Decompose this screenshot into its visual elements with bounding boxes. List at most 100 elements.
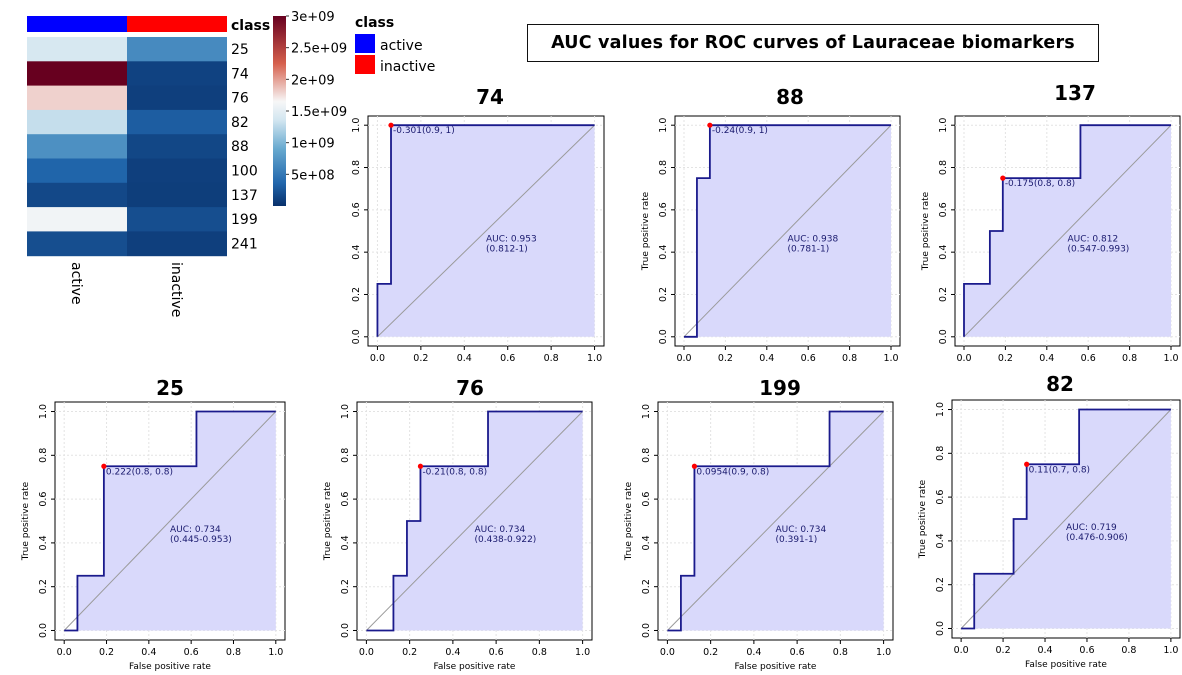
y-tick-label: 1.0 [935, 402, 946, 417]
panel-title: 82 [1046, 372, 1074, 396]
x-tick-label: 0.0 [370, 353, 385, 364]
x-tick-label: 1.0 [268, 647, 283, 658]
heatmap-row-label: 199 [231, 212, 258, 228]
colorbar-tick-label: 2.5e+09 [291, 42, 347, 57]
x-tick-label: 0.4 [1039, 353, 1054, 364]
diagonal-reference [377, 124, 595, 338]
auc-label: AUC: 0.938 [788, 235, 839, 245]
colorbar-tick-label: 1e+09 [291, 137, 335, 152]
roc-panel-137: -0.175(0.8, 0.8) AUC: 0.812(0.547-0.993) 0… [921, 81, 1181, 364]
heatmap-row-label: 137 [231, 188, 258, 204]
heatmap-row-label: 100 [231, 164, 258, 180]
x-tick-label: 0.6 [1079, 645, 1094, 656]
threshold-label: 0.11(0.7, 0.8) [1029, 465, 1090, 475]
heatmap-column-label: active [68, 262, 84, 305]
auc-label: AUC: 0.734 [170, 525, 221, 535]
y-tick-label: 0.8 [641, 448, 652, 463]
x-tick-label: 0.4 [1037, 645, 1052, 656]
y-tick-label: 0.4 [641, 535, 652, 550]
legend-label-inactive: inactive [380, 59, 435, 75]
x-tick-label: 0.6 [790, 647, 805, 658]
auc-ci-label: (0.812-1) [486, 245, 528, 255]
y-tick-label: 0.2 [938, 287, 949, 302]
x-tick-label: 0.4 [445, 647, 460, 658]
optimal-point [1024, 461, 1030, 467]
heatmap-cell [27, 37, 127, 62]
heatmap-row-label: 88 [231, 139, 249, 155]
x-tick-label: 0.2 [718, 353, 733, 364]
roc-curve [376, 124, 595, 337]
y-tick-label: 0.8 [351, 160, 362, 175]
heatmap-cell [27, 231, 127, 257]
panel-title: 88 [776, 85, 804, 109]
diagonal-reference [63, 411, 277, 631]
x-tick-label: 0.0 [57, 647, 72, 658]
x-tick-label: 0.8 [532, 647, 547, 658]
heatmap-column-label: inactive [168, 262, 184, 317]
auc-label: AUC: 0.734 [776, 525, 827, 535]
x-tick-label: 0.0 [956, 353, 971, 364]
y-tick-label: 0.6 [340, 492, 351, 507]
y-tick-label: 0.4 [658, 245, 669, 260]
threshold-label: 0.222(0.8, 0.8) [106, 467, 173, 477]
panel-title: 199 [759, 376, 801, 400]
y-tick-label: 0.0 [935, 621, 946, 636]
y-tick-label: 0.4 [935, 533, 946, 548]
auc-ci-label: (0.438-0.922) [475, 535, 537, 545]
x-tick-label: 0.0 [359, 647, 374, 658]
x-tick-label: 0.6 [500, 353, 515, 364]
y-tick-label: 0.2 [351, 287, 362, 302]
panel-title: 74 [476, 85, 504, 109]
x-axis-label: False positive rate [434, 662, 516, 672]
x-tick-label: 0.2 [996, 645, 1011, 656]
auc-ci-label: (0.476-0.906) [1066, 533, 1128, 543]
optimal-point [101, 463, 107, 469]
y-axis-label: True positive rate [921, 191, 931, 271]
heatmap-cell [27, 207, 127, 232]
class-bar-inactive [127, 16, 227, 32]
y-tick-label: 0.6 [658, 202, 669, 217]
heatmap-cell [127, 182, 227, 208]
threshold-label: 0.0954(0.9, 0.8) [696, 467, 769, 477]
y-tick-label: 0.6 [38, 492, 49, 507]
heatmap-row-label: 25 [231, 42, 249, 58]
threshold-label: -0.21(0.8, 0.8) [422, 467, 487, 477]
y-axis-label: True positive rate [323, 481, 333, 561]
colorbar [273, 16, 286, 206]
colorbar-tick-label: 3e+09 [291, 10, 335, 25]
heatmap-cell [127, 109, 227, 135]
x-tick-label: 0.6 [489, 647, 504, 658]
optimal-point [1000, 175, 1006, 181]
heatmap-cell [27, 85, 127, 111]
x-tick-label: 0.2 [99, 647, 114, 658]
x-tick-label: 0.2 [998, 353, 1013, 364]
x-axis-label: False positive rate [1025, 660, 1107, 670]
auc-label: AUC: 0.812 [1068, 235, 1119, 245]
y-tick-label: 0.6 [938, 202, 949, 217]
y-axis-label: True positive rate [21, 481, 31, 561]
colorbar-tick-label: 1.5e+09 [291, 105, 347, 120]
y-tick-label: 1.0 [658, 118, 669, 133]
heatmap-cell [127, 134, 227, 159]
optimal-point [388, 122, 394, 128]
x-tick-label: 1.0 [876, 647, 891, 658]
y-tick-label: 0.2 [340, 579, 351, 594]
y-axis-label: True positive rate [918, 479, 928, 559]
roc-panel-76: -0.21(0.8, 0.8) AUC: 0.734(0.438-0.922) 0.… [323, 376, 593, 672]
y-tick-label: 0.6 [935, 490, 946, 505]
roc-curve [961, 408, 1171, 630]
colorbar-tick-label: 5e+08 [291, 168, 335, 183]
y-axis-label: True positive rate [624, 481, 634, 561]
x-tick-label: 0.6 [1081, 353, 1096, 364]
y-tick-label: 1.0 [938, 118, 949, 133]
optimal-point [417, 463, 424, 469]
x-tick-label: 0.2 [402, 647, 417, 658]
y-tick-label: 0.0 [658, 329, 669, 344]
y-tick-label: 0.6 [351, 202, 362, 217]
heatmap-row-label: 76 [231, 91, 249, 107]
y-tick-label: 0.4 [340, 535, 351, 550]
heatmap-cell [127, 207, 227, 232]
roc-panel-88: -0.24(0.9, 1) AUC: 0.938(0.781-1) 0.0 0.2 0.… [641, 85, 901, 364]
y-tick-label: 1.0 [340, 404, 351, 419]
x-tick-label: 0.8 [1121, 645, 1136, 656]
